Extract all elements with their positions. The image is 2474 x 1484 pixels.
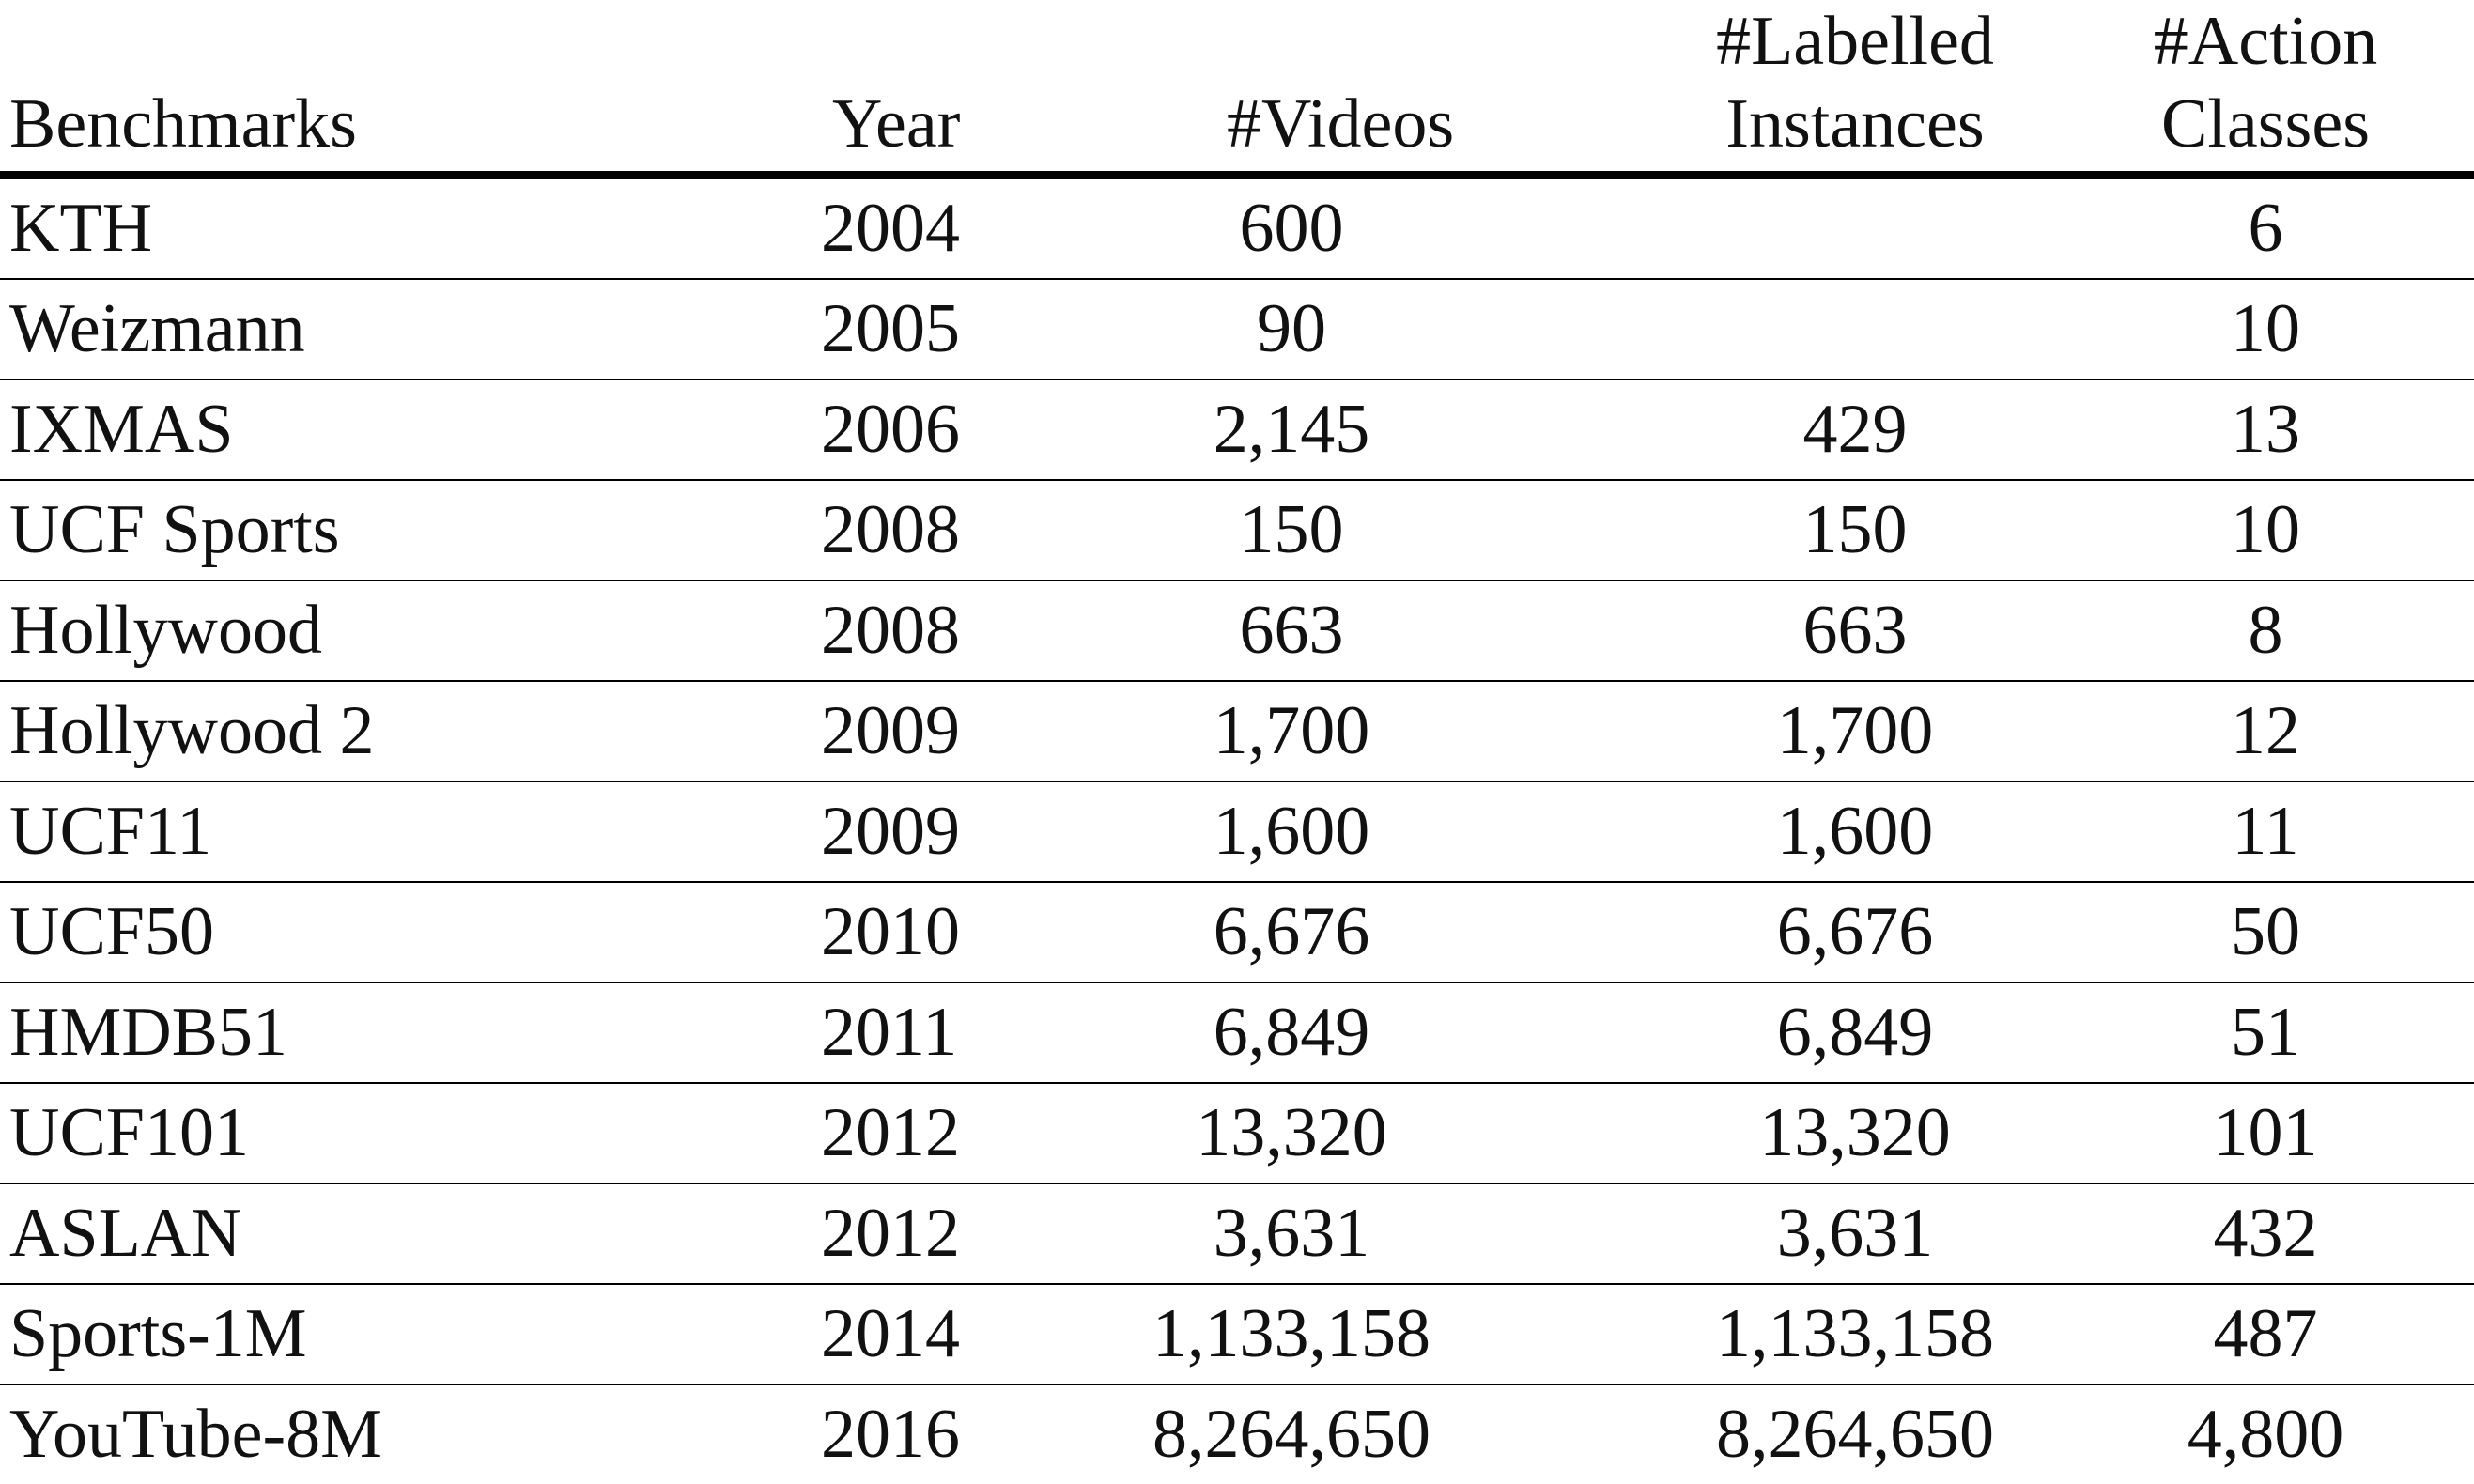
cell-videos: 600 [1043,176,1653,280]
cell-labelled-instances: 429 [1653,379,2057,480]
header-videos-text: #Videos [1227,83,1653,165]
cell-benchmark: UCF50 [0,882,761,982]
header-videos: #Videos [1043,0,1653,176]
cell-labelled-instances: 3,631 [1653,1183,2057,1284]
cell-year: 2009 [761,681,1043,781]
cell-benchmark: ASLAN [0,1183,761,1284]
cell-year: 2008 [761,480,1043,580]
cell-videos: 6,849 [1043,982,1653,1083]
cell-action-classes: 10 [2057,480,2474,580]
cell-year: 2005 [761,279,1043,379]
cell-action-classes: 8 [2057,580,2474,681]
cell-videos: 13,320 [1043,1083,1653,1183]
cell-action-classes: 51 [2057,982,2474,1083]
cell-videos: 1,133,158 [1043,1284,1653,1384]
cell-action-classes: 487 [2057,1284,2474,1384]
header-action-classes: #Action Classes [2057,0,2474,176]
cell-videos: 90 [1043,279,1653,379]
cell-videos: 663 [1043,580,1653,681]
cell-year: 2011 [761,982,1043,1083]
cell-labelled-instances: 6,676 [1653,882,2057,982]
cell-action-classes: 10 [2057,279,2474,379]
cell-action-classes: 13 [2057,379,2474,480]
cell-action-classes: 4,800 [2057,1384,2474,1484]
cell-labelled-instances: 1,700 [1653,681,2057,781]
header-benchmarks-text: Benchmarks [9,83,761,165]
cell-benchmark: IXMAS [0,379,761,480]
cell-benchmark: HMDB51 [0,982,761,1083]
cell-benchmark: UCF101 [0,1083,761,1183]
cell-year: 2012 [761,1083,1043,1183]
cell-labelled-instances: 8,264,650 [1653,1384,2057,1484]
cell-benchmark: Weizmann [0,279,761,379]
cell-benchmark: YouTube-8M [0,1384,761,1484]
cell-labelled-instances: 13,320 [1653,1083,2057,1183]
header-labelled-line2: Instances [1653,83,2057,165]
cell-videos: 1,600 [1043,781,1653,882]
cell-labelled-instances: 150 [1653,480,2057,580]
cell-year: 2012 [761,1183,1043,1284]
cell-benchmark: UCF11 [0,781,761,882]
cell-action-classes: 11 [2057,781,2474,882]
cell-labelled-instances: 663 [1653,580,2057,681]
cell-action-classes: 6 [2057,176,2474,280]
cell-year: 2016 [761,1384,1043,1484]
cell-year: 2014 [761,1284,1043,1384]
cell-action-classes: 50 [2057,882,2474,982]
cell-benchmark: KTH [0,176,761,280]
cell-labelled-instances: 6,849 [1653,982,2057,1083]
cell-year: 2004 [761,176,1043,280]
cell-benchmark: Hollywood [0,580,761,681]
cell-benchmark: Sports-1M [0,1284,761,1384]
cell-videos: 8,264,650 [1043,1384,1653,1484]
header-labelled-instances: #Labelled Instances [1653,0,2057,176]
header-year: Year [761,0,1043,176]
cell-action-classes: 12 [2057,681,2474,781]
header-benchmarks: Benchmarks [0,0,761,176]
cell-year: 2009 [761,781,1043,882]
header-classes-line2: Classes [2057,83,2474,165]
cell-videos: 1,700 [1043,681,1653,781]
header-labelled-line1: #Labelled [1653,0,2057,83]
table-header: Benchmarks Year #Videos #Labelled Instan… [0,0,2474,176]
cell-videos: 6,676 [1043,882,1653,982]
cell-benchmark: Hollywood 2 [0,681,761,781]
cell-year: 2010 [761,882,1043,982]
cell-videos: 2,145 [1043,379,1653,480]
cell-action-classes: 101 [2057,1083,2474,1183]
cell-labelled-instances [1653,176,2057,280]
cell-labelled-instances [1653,279,2057,379]
cell-year: 2008 [761,580,1043,681]
cell-labelled-instances: 1,133,158 [1653,1284,2057,1384]
cell-labelled-instances: 1,600 [1653,781,2057,882]
cell-benchmark: UCF Sports [0,480,761,580]
cell-action-classes: 432 [2057,1183,2474,1284]
cell-videos: 3,631 [1043,1183,1653,1284]
header-year-text: Year [832,83,1043,165]
cell-videos: 150 [1043,480,1653,580]
cell-year: 2006 [761,379,1043,480]
header-row: Benchmarks Year #Videos #Labelled Instan… [0,0,2474,176]
header-classes-line1: #Action [2057,0,2474,83]
